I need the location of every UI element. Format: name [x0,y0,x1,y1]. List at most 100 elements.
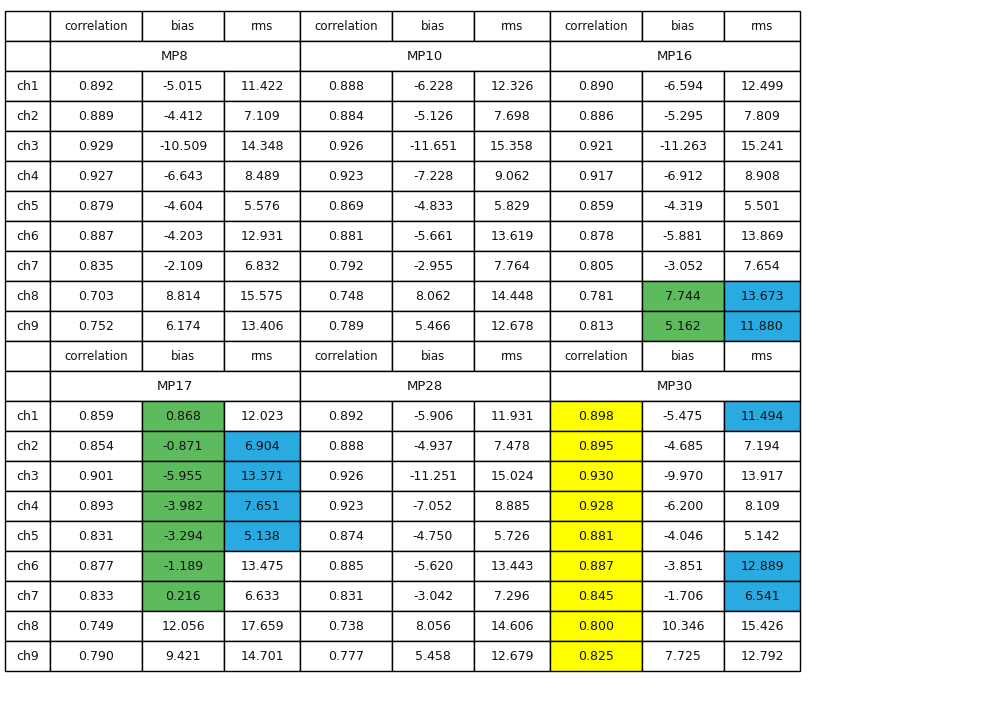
Bar [142,461,224,491]
Text: ch2: ch2 [16,440,39,453]
Text: MP30: MP30 [657,380,693,393]
Text: bias: bias [421,20,445,32]
Bar [5,461,50,491]
Text: -9.970: -9.970 [663,469,704,482]
Bar [724,161,800,191]
Text: 5.576: 5.576 [244,200,280,213]
Bar [224,11,300,41]
Bar [5,371,50,401]
Bar [724,521,800,551]
Bar [224,311,300,341]
Bar [142,551,224,581]
Text: 0.800: 0.800 [578,619,614,633]
Bar [550,311,642,341]
Bar [474,521,550,551]
Text: 5.726: 5.726 [494,530,530,542]
Text: ch3: ch3 [16,469,39,482]
Bar [5,221,50,251]
Bar [5,401,50,431]
Text: -5.015: -5.015 [163,80,203,92]
Text: 5.501: 5.501 [744,200,780,213]
Bar [224,71,300,101]
Bar [550,131,642,161]
Bar [142,581,224,611]
Text: 7.296: 7.296 [494,590,530,602]
Bar [300,311,392,341]
Bar [392,611,474,641]
Bar [474,461,550,491]
Bar [392,551,474,581]
Bar [300,641,392,671]
Text: 0.885: 0.885 [328,559,364,573]
Text: -3.294: -3.294 [163,530,203,542]
Bar [50,281,142,311]
Text: rms: rms [751,20,773,32]
Bar [724,641,800,671]
Bar [642,101,724,131]
Bar [224,191,300,221]
Text: 0.888: 0.888 [328,440,364,453]
Bar [550,521,642,551]
Bar [224,341,300,371]
Bar [474,281,550,311]
Bar [300,161,392,191]
Text: 6.904: 6.904 [244,440,279,453]
Text: 0.216: 0.216 [165,590,201,602]
Text: correlation: correlation [315,349,378,362]
Text: 0.831: 0.831 [328,590,364,602]
Bar [224,521,300,551]
Text: rms: rms [500,349,524,362]
Bar [550,581,642,611]
Bar [300,71,392,101]
Text: bias: bias [171,20,195,32]
Bar [142,431,224,461]
Bar [474,341,550,371]
Bar [5,191,50,221]
Text: -10.509: -10.509 [159,140,207,152]
Text: 5.142: 5.142 [744,530,780,542]
Text: 11.494: 11.494 [741,409,784,422]
Text: 14.448: 14.448 [490,289,534,302]
Bar [300,131,392,161]
Bar [550,371,800,401]
Bar [724,221,800,251]
Bar [642,281,724,311]
Bar [550,461,642,491]
Bar [392,341,474,371]
Bar [50,71,142,101]
Text: -4.750: -4.750 [413,530,453,542]
Text: 0.921: 0.921 [578,140,614,152]
Bar [642,221,724,251]
Bar [142,191,224,221]
Text: ch2: ch2 [16,109,39,123]
Text: -4.412: -4.412 [163,109,203,123]
Bar [550,161,642,191]
Text: 0.890: 0.890 [578,80,614,92]
Bar [142,281,224,311]
Bar [300,611,392,641]
Text: 13.869: 13.869 [741,229,784,242]
Bar [474,101,550,131]
Bar [50,161,142,191]
Bar [724,311,800,341]
Text: 13.443: 13.443 [490,559,534,573]
Bar [724,461,800,491]
Text: rms: rms [251,349,273,362]
Bar [474,641,550,671]
Text: ch7: ch7 [16,260,39,273]
Text: -5.475: -5.475 [663,409,704,422]
Text: MP10: MP10 [407,49,443,63]
Text: 0.781: 0.781 [578,289,614,302]
Bar [50,191,142,221]
Text: ch6: ch6 [16,229,39,242]
Text: -3.982: -3.982 [163,500,203,513]
Bar [50,131,142,161]
Text: 0.923: 0.923 [329,500,364,513]
Text: bias: bias [421,349,445,362]
Bar [392,101,474,131]
Text: -2.109: -2.109 [163,260,203,273]
Text: -4.937: -4.937 [413,440,453,453]
Text: 13.619: 13.619 [490,229,534,242]
Bar [474,71,550,101]
Bar [300,581,392,611]
